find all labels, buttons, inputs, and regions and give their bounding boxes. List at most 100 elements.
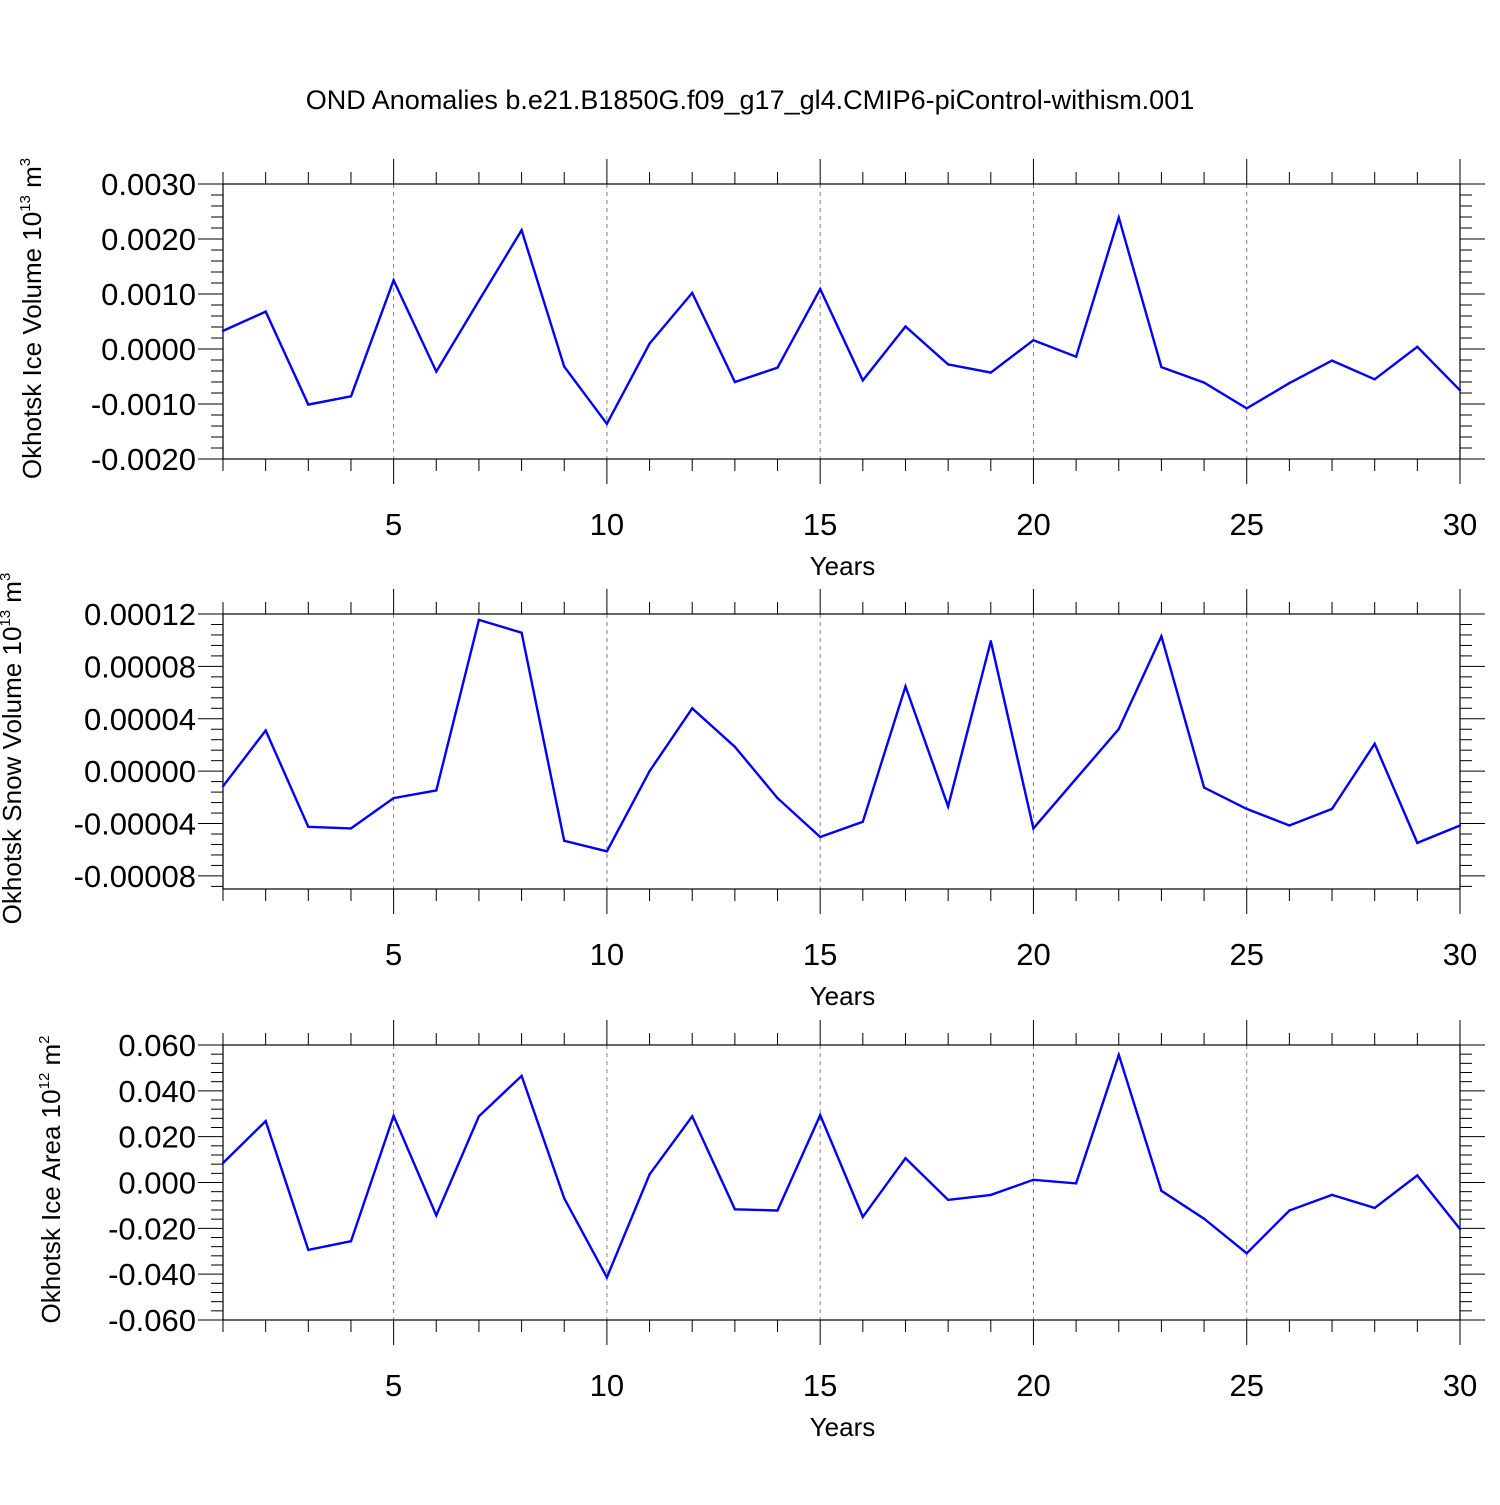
series-line [222,213,1461,427]
y-axis-title-exponent: 13 [17,195,34,212]
data-point [605,422,609,425]
y-axis-title-unit: m [0,581,27,610]
data-point [1330,359,1334,362]
x-tick-label: 10 [590,937,624,972]
x-tick-label: 15 [803,937,837,972]
y-axis-title-text: Okhotsk Ice Volume 10 [17,212,47,479]
data-point [264,729,267,732]
data-point [1245,1252,1248,1255]
plot-frame [222,183,1461,460]
y-tick-label: -0.00004 [74,807,196,842]
y-axis-title-unit-exponent: 2 [36,1035,53,1043]
data-point [1373,378,1376,381]
figure-title: OND Anomalies b.e21.B1850G.f09_g17_gl4.C… [306,85,1194,115]
y-tick-label: 0.060 [118,1028,196,1063]
panel-2: -0.00008 -0.00004 0.00000 0.00004 0.00008 0.0… [0,573,1485,1011]
data-point [1202,786,1206,789]
data-point [435,789,438,792]
data-point [264,310,267,313]
y-tick-label: 0.040 [118,1074,196,1109]
data-point [989,640,992,643]
y-tick-label: 0.0000 [101,332,196,367]
y-tick-label: 0.0010 [101,277,196,312]
data-point [1288,381,1291,385]
data-point [691,1115,694,1118]
data-point [1032,339,1035,342]
data-point [1416,841,1419,845]
x-tick-label: 5 [385,1368,402,1403]
data-point [392,1114,395,1118]
data-point [1416,345,1419,348]
data-point [563,365,566,368]
y-tick-label: 0.00000 [84,754,196,789]
x-tick-label: 25 [1229,1368,1263,1403]
x-tick-label: 30 [1443,937,1477,972]
y-tick-label: -0.060 [108,1303,196,1338]
data-point [349,1239,353,1243]
y-axis-title: Okhotsk Ice Area 1012 m2 [36,1035,66,1323]
data-point [520,631,523,634]
data-point [1458,389,1462,392]
data-point [605,1276,609,1279]
data-point [989,1193,992,1197]
y-tick-label: -0.0020 [91,442,196,477]
data-point [861,379,865,382]
data-point [477,299,481,302]
data-point [307,825,310,828]
y-tick-label: -0.020 [108,1211,196,1246]
plot-frame [222,613,1461,890]
series-line [222,1050,1461,1281]
data-point [1288,1209,1291,1212]
data-point [733,1208,737,1211]
data-point [1458,1227,1462,1231]
data-point [818,835,822,839]
data-point [1458,824,1462,827]
x-tick-label: 20 [1016,1368,1050,1403]
x-tick-label: 25 [1229,507,1263,542]
data-point [1202,1217,1206,1220]
data-point [477,618,481,622]
data-point [946,1198,950,1202]
data-point [1074,355,1078,358]
data-point [946,363,950,366]
x-tick-label: 10 [590,507,624,542]
y-tick-label: 0.00012 [84,597,196,632]
data-point [563,839,566,843]
data-point [435,1214,438,1217]
data-point [392,279,395,282]
data-point [221,785,225,788]
x-tick-label: 25 [1229,937,1263,972]
y-axis-title: Okhotsk Snow Volume 1013 m3 [0,573,27,925]
data-point [1330,1193,1334,1197]
data-point [307,403,310,406]
x-tick-label: 15 [803,507,837,542]
data-point [1117,216,1120,219]
data-point [648,1173,651,1176]
data-point [904,685,907,688]
data-point [435,370,438,373]
y-tick-label: -0.00008 [74,859,196,894]
data-point [1117,727,1120,731]
data-point [605,850,609,853]
data-point [563,1197,566,1200]
y-axis-title-unit-exponent: 3 [0,573,14,581]
data-point [1202,381,1206,384]
y-tick-label: -0.040 [108,1257,196,1292]
data-point [1160,365,1163,369]
y-tick-label: 0.0030 [101,167,196,202]
y-axis-title: Okhotsk Ice Volume 1013 m3 [17,158,47,479]
y-axis-title-text: Okhotsk Ice Area 10 [36,1089,66,1323]
data-point [648,769,651,773]
y-tick-label: 0.020 [118,1120,196,1155]
y-axis-title-unit: m [17,166,47,195]
data-point [1245,407,1248,410]
y-axis-title-text: Okhotsk Snow Volume 10 [0,627,27,925]
data-point [691,707,694,710]
x-tick-label: 30 [1443,507,1477,542]
data-point [946,805,950,808]
data-point [477,1115,481,1118]
data-point [520,1074,523,1078]
panel-1: -0.0020 -0.0010 0.0000 0.0010 0.0020 0.0030 5 1… [17,158,1485,581]
